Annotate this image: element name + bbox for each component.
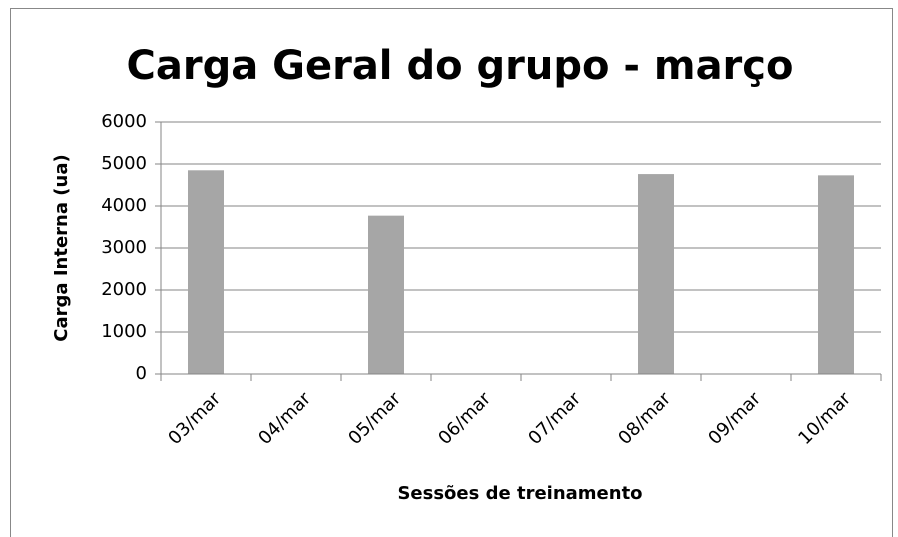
- chart-frame: [10, 8, 893, 537]
- y-tick-label: 5000: [101, 153, 147, 174]
- x-axis-label: Sessões de treinamento: [397, 483, 642, 504]
- bar: [638, 174, 674, 374]
- bar: [818, 175, 854, 374]
- y-tick-label: 3000: [101, 237, 147, 258]
- y-tick-label: 2000: [101, 279, 147, 300]
- y-axis-label: Carga Interna (ua): [51, 154, 72, 341]
- bar: [368, 215, 404, 374]
- y-tick-label: 4000: [101, 195, 147, 216]
- chart-title: Carga Geral do grupo - março: [127, 43, 794, 89]
- y-tick-label: 0: [136, 363, 147, 384]
- y-tick-label: 6000: [101, 111, 147, 132]
- bar: [188, 170, 224, 374]
- y-tick-label: 1000: [101, 321, 147, 342]
